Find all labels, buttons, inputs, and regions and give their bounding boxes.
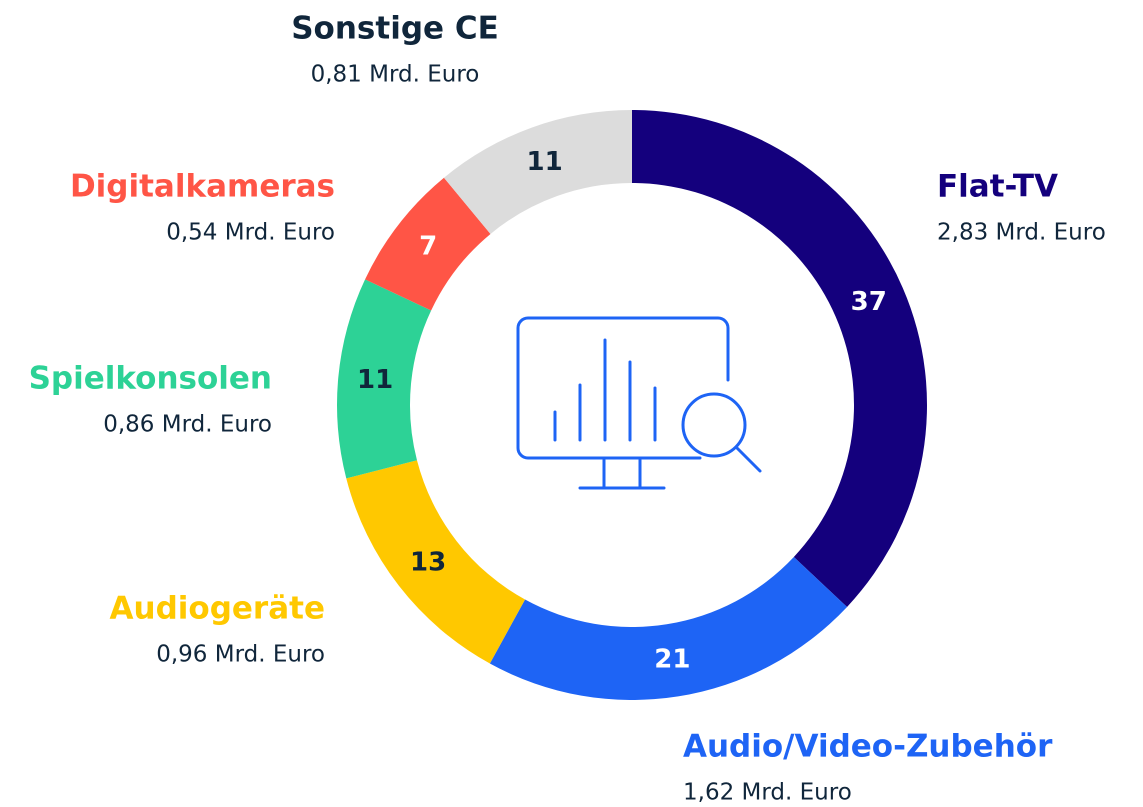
amount-label: 0,86 Mrd. Euro (103, 412, 272, 438)
value-label: 21 (654, 644, 690, 674)
donut-segment (346, 460, 526, 664)
value-label: 13 (410, 548, 446, 578)
value-label: 7 (419, 231, 437, 261)
amount-label: 1,62 Mrd. Euro (683, 780, 852, 806)
value-label: 11 (357, 365, 393, 395)
center-icon (516, 316, 762, 490)
value-label: 11 (527, 147, 563, 177)
category-label: Audiogeräte (110, 591, 325, 627)
donut-segment (489, 556, 848, 701)
category-label: Audio/Video-Zubehör (683, 729, 1053, 765)
category-label: Sonstige CE (291, 11, 499, 47)
donut-segment (443, 109, 632, 234)
value-label: 37 (851, 287, 887, 317)
amount-label: 0,54 Mrd. Euro (166, 220, 335, 246)
category-label: Flat-TV (937, 169, 1058, 205)
donut-segment (632, 110, 927, 607)
amount-label: 0,81 Mrd. Euro (311, 62, 480, 88)
amount-label: 2,83 Mrd. Euro (937, 220, 1106, 246)
donut-segment (337, 279, 432, 479)
category-label: Spielkonsolen (29, 361, 272, 397)
donut-segment (365, 177, 491, 311)
category-label: Digitalkameras (70, 169, 335, 205)
amount-label: 0,96 Mrd. Euro (156, 642, 325, 668)
